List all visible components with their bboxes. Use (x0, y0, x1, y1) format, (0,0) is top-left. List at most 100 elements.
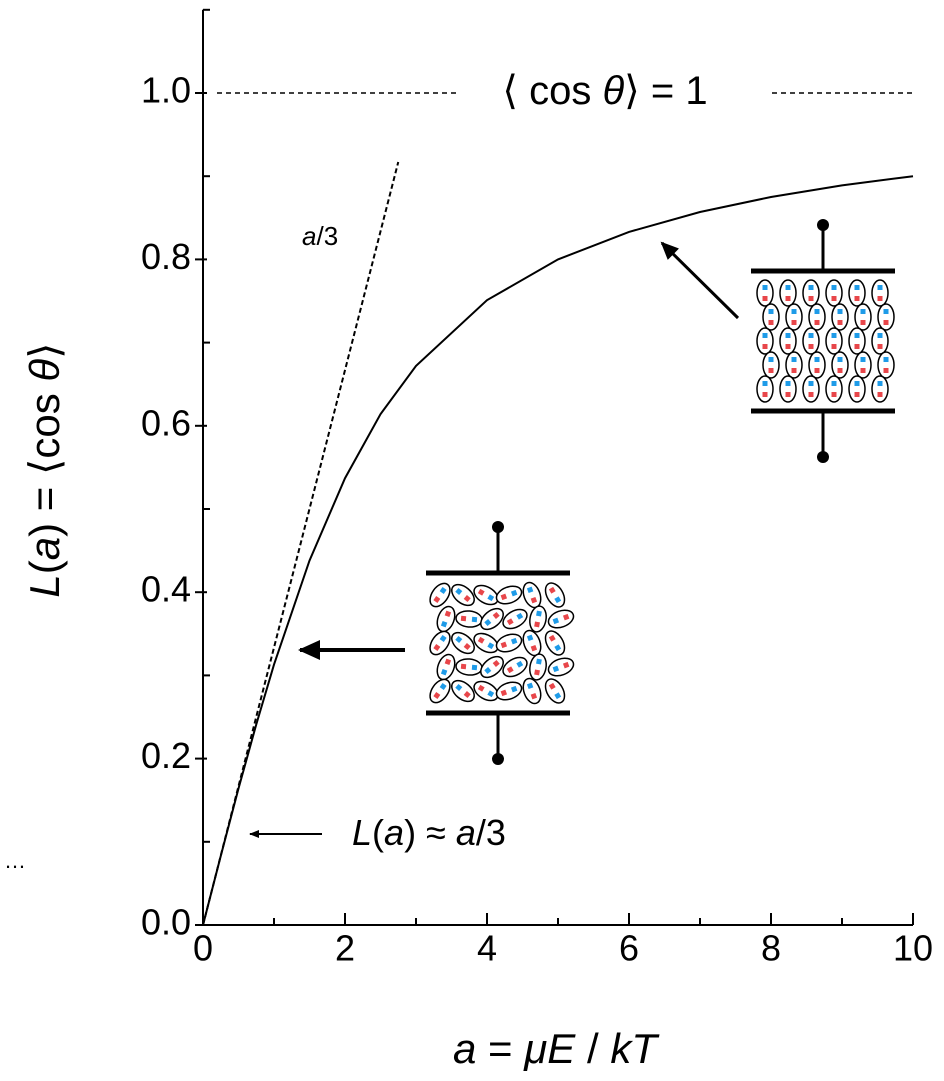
dipole-pos (785, 333, 791, 338)
dipole-neg (808, 296, 814, 301)
dipole-pos (526, 634, 534, 642)
dipole-pos (439, 683, 447, 690)
dipole-neg (548, 586, 556, 594)
dipole-pos (554, 596, 562, 604)
dipole (436, 605, 456, 633)
dipole-pos (808, 381, 814, 386)
dipole-shell (779, 327, 797, 355)
dipole-neg (506, 666, 514, 674)
dipole-neg (785, 392, 791, 397)
dipole-neg (444, 610, 452, 618)
dipole (854, 303, 872, 331)
dipole-shell (871, 279, 889, 307)
terminal (817, 451, 829, 463)
dipole (495, 681, 523, 701)
terminal (492, 521, 504, 533)
dipole-shell (802, 327, 820, 355)
x-tick-label: 10 (893, 928, 933, 969)
dipole-shell (785, 303, 803, 331)
y-tick-label: 0.4 (141, 569, 191, 610)
dipole-shell (756, 279, 774, 307)
dipole-neg (762, 392, 768, 397)
dipole-pos (831, 333, 837, 338)
dipole-shell (480, 655, 504, 679)
dipole-pos (854, 333, 860, 338)
dipole-neg (534, 669, 540, 676)
y-tick-label: 0.2 (141, 735, 191, 776)
limit-annotation: ⟨ cos θ⟩ = 1 (502, 69, 707, 113)
dipole-pos (814, 309, 820, 314)
dipole-shell (831, 351, 849, 379)
dipole-shell (871, 375, 889, 403)
dipole (429, 582, 451, 608)
dipole (808, 303, 826, 331)
dipole-pos (552, 665, 560, 673)
dipole (451, 583, 475, 607)
dipole-shell (544, 582, 566, 608)
dipole (529, 605, 547, 633)
dipole-pos (877, 381, 883, 386)
dipole (544, 630, 566, 656)
data-line (202, 161, 400, 926)
dipole-shell (779, 375, 797, 403)
dipole-shell (547, 657, 575, 677)
dipole-neg (500, 641, 508, 649)
dipole-shell (854, 303, 872, 331)
dipole (495, 585, 523, 605)
dipole (544, 678, 566, 704)
dipole (451, 679, 475, 703)
dipole-shell (825, 327, 843, 355)
dipole (455, 658, 483, 676)
dipole-neg (463, 691, 471, 699)
dipole-pos (808, 333, 814, 338)
dipole-pos (526, 586, 534, 594)
dipole (473, 584, 499, 606)
dipole-pos (768, 309, 774, 314)
dipole-shell (436, 653, 456, 681)
x-tick-label: 4 (477, 928, 497, 969)
dipole-pos (510, 637, 518, 645)
dipole-neg (477, 684, 485, 692)
dipole-shell (495, 585, 523, 605)
dipole-shell (785, 351, 803, 379)
dipole-neg (762, 344, 768, 349)
y-axis-label: L(a) = ⟨cos θ⟩ (21, 342, 68, 597)
dipole-pos (510, 589, 518, 597)
dipole-shell (825, 279, 843, 307)
dipole-neg (883, 320, 889, 325)
dipole-neg (562, 613, 570, 621)
x-tick-label: 8 (761, 928, 781, 969)
dipole-neg (791, 368, 797, 373)
y-tick-label: 0.0 (141, 902, 191, 943)
dipole-pos (552, 617, 560, 625)
dipole-pos (455, 683, 463, 691)
dipole-pos (536, 610, 542, 617)
dipole (480, 607, 504, 631)
dipole-neg (831, 296, 837, 301)
dipole-shell (495, 633, 523, 653)
dipole-neg (808, 344, 814, 349)
dipole-pos (526, 682, 534, 690)
dipole-pos (536, 658, 542, 665)
dipole-pos (877, 333, 883, 338)
dipole-shell (762, 351, 780, 379)
dipole-pos (883, 357, 889, 362)
terminal (817, 219, 829, 231)
dipole-shell (877, 303, 895, 331)
dipole (848, 327, 866, 355)
dipole-shell (848, 327, 866, 355)
dipole (877, 303, 895, 331)
dipole-shell (802, 279, 820, 307)
x-tick-label: 0 (193, 928, 213, 969)
dipole-pos (791, 357, 797, 362)
dipole (756, 375, 774, 403)
dipole-pos (831, 381, 837, 386)
dipole-shell (455, 610, 483, 628)
dipole (495, 633, 523, 653)
dipole-neg (831, 344, 837, 349)
dipole-shell (429, 678, 451, 704)
dipole-neg (492, 659, 500, 667)
dipole-shell (522, 677, 542, 705)
dipole (547, 609, 575, 629)
dipole-pos (877, 285, 883, 290)
